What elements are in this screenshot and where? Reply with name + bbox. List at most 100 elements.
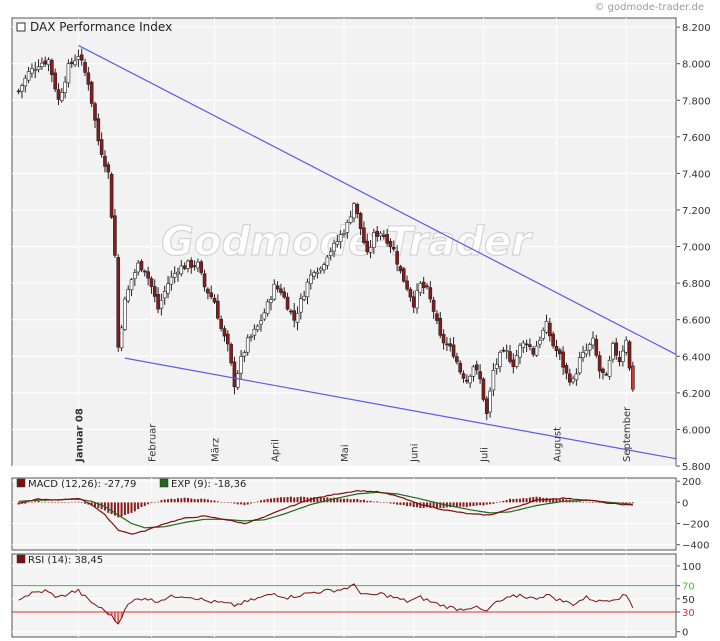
macd-histogram-bar [226, 502, 229, 503]
macd-histogram-bar [406, 502, 409, 507]
candle-body [501, 349, 506, 352]
candle-body [202, 273, 207, 288]
macd-histogram-bar [123, 502, 126, 516]
macd-histogram-bar [323, 497, 326, 503]
candle-body [16, 90, 21, 93]
candle-body [209, 292, 213, 298]
candle-body [478, 371, 482, 380]
candle-body [418, 282, 423, 293]
macd-histogram-bar [572, 500, 575, 503]
candle-body [378, 232, 383, 237]
macd-histogram-bar [74, 501, 77, 503]
candle-body [577, 357, 582, 374]
macd-histogram-bar [462, 502, 465, 507]
macd-histogram-bar [183, 497, 186, 503]
candle-body [136, 262, 140, 273]
candle-body [428, 287, 433, 300]
candle-body [83, 62, 87, 73]
candle-body [528, 344, 532, 347]
candle-body [252, 328, 257, 336]
macd-histogram-bar [628, 502, 631, 504]
macd-histogram-bar [592, 502, 594, 503]
candle-body [551, 333, 555, 347]
macd-histogram-bar [459, 502, 462, 507]
candle-body [584, 349, 589, 355]
macd-histogram-bar [432, 502, 435, 508]
macd-histogram-bar [379, 502, 382, 503]
candle-body [99, 139, 104, 155]
macd-histogram-bar [369, 500, 372, 503]
macd-histogram-bar [233, 502, 236, 504]
macd-histogram-bar [525, 498, 528, 503]
candle-body [332, 243, 336, 252]
candle-body [368, 246, 373, 253]
y-tick-label: 7.600 [682, 133, 711, 144]
macd-histogram-bar [80, 502, 83, 503]
macd-histogram-bar [515, 498, 518, 503]
candle-body [484, 398, 489, 414]
candle-body [93, 103, 97, 121]
candle-body [305, 281, 310, 298]
candle-body [514, 355, 519, 367]
candle-body [627, 341, 632, 369]
macd-histogram-bar [449, 502, 452, 508]
candle-body [212, 297, 217, 303]
candle-body [474, 364, 479, 371]
candle-body [431, 299, 436, 312]
candle-body [272, 283, 277, 300]
macd-histogram-bar [548, 498, 551, 503]
candle-body [292, 310, 297, 321]
candle-body [597, 355, 602, 372]
macd-histogram-bar [296, 497, 299, 503]
candle-body [23, 77, 28, 87]
candle-body [541, 330, 546, 339]
macd-histogram-bar [502, 500, 505, 503]
macd-histogram-bar [210, 500, 213, 503]
macd-histogram-bar [67, 502, 70, 503]
trendlines [78, 44, 677, 460]
candle-body [242, 352, 247, 357]
y-tick-label: 5.800 [682, 462, 711, 473]
macd-histogram-bar [465, 502, 468, 507]
candle-body [262, 312, 267, 320]
macd-histogram-bar [30, 502, 33, 503]
candle-body [395, 251, 399, 265]
y-tick-label: 0 [682, 498, 688, 509]
candle-body [391, 247, 396, 250]
candle-body [468, 375, 472, 384]
macd-histogram-bar [240, 502, 243, 505]
candle-body [239, 356, 243, 374]
y-tick-label: 6.000 [682, 425, 711, 436]
macd-legend-label: EXP (9): -18,36 [171, 479, 246, 490]
macd-histogram-bar [279, 497, 282, 503]
candle-body [312, 272, 316, 277]
candle-body [382, 234, 386, 237]
macd-histogram-bar [110, 502, 113, 515]
candle-body [282, 291, 287, 298]
macd-histogram-bar [555, 498, 558, 503]
macd-histogram-bar [47, 501, 50, 503]
macd-histogram-bar [113, 502, 116, 516]
candle-body [398, 266, 403, 272]
macd-histogram-bar [253, 502, 256, 503]
candle-body [189, 260, 194, 268]
macd-histogram-bar [213, 500, 216, 503]
candle-body [116, 257, 121, 348]
macd-histogram-bar [582, 501, 585, 503]
macd-histogram-bar [60, 502, 63, 503]
macd-histogram-bar [107, 502, 110, 513]
candle-body [156, 294, 160, 310]
macd-histogram-bar [578, 501, 581, 503]
macd-histogram-bar [485, 502, 488, 505]
copyright-credit: © godmode-trader.de [594, 2, 705, 13]
candle-body [388, 240, 393, 248]
macd-histogram-bar [392, 502, 395, 504]
candle-body [571, 378, 575, 383]
candle-body [335, 241, 340, 245]
macd-histogram-bar [396, 502, 399, 505]
candle-body [43, 60, 48, 65]
x-tick-label: September [622, 406, 633, 462]
macd-histogram-bar [429, 502, 432, 508]
candle-body [617, 357, 622, 363]
macd-histogram-bar [409, 502, 412, 507]
